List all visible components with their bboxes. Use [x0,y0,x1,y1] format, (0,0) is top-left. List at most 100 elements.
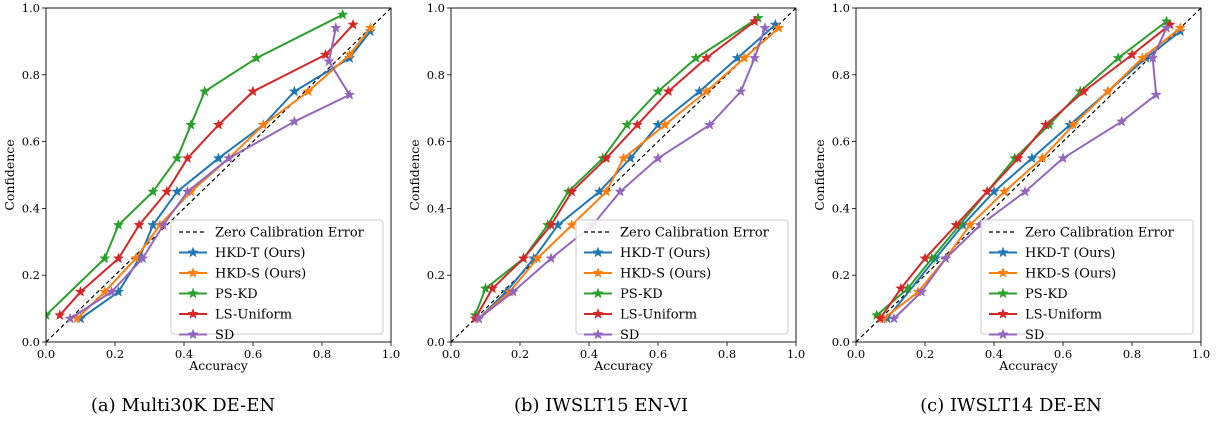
x-tick-label: 0.6 [244,347,262,361]
x-tick-label: 0.8 [313,347,331,361]
panel-caption: (a) Multi30K DE-EN [91,395,275,416]
x-tick-label: 0.0 [847,347,865,361]
data-point [1150,88,1162,100]
data-point [364,25,376,37]
data-point [1078,85,1090,97]
x-axis-label: Accuracy [998,358,1059,373]
data-point [157,219,169,230]
data-point [161,185,173,197]
series-line-2 [882,27,1181,320]
data-point [981,185,993,197]
y-tick-label: 0.6 [427,135,445,149]
y-tick-label: 0.4 [22,201,40,215]
data-point [998,185,1010,197]
data-point [288,85,301,97]
data-point [1147,52,1159,63]
data-point [1116,115,1128,127]
data-point [136,252,149,264]
data-point [915,285,928,297]
axes-frame [45,7,392,343]
data-point [1040,118,1052,130]
legend-swatch-star [997,267,1009,278]
legend-label: PS-KD [1025,287,1068,302]
series-line-2 [76,27,372,320]
y-tick-label: 0.8 [22,68,40,82]
x-tick-label: 0.2 [511,347,529,361]
legend-swatch-star [187,246,199,258]
data-point [748,52,761,63]
data-point [171,185,183,197]
data-point [748,15,761,27]
x-axis-label: Accuracy [593,358,654,373]
y-tick-label: 0.6 [22,135,40,149]
legend-label: LS-Uniform [215,308,292,323]
axes-frame [855,7,1202,343]
legend-swatch-star [592,267,604,278]
legend-swatch-star [592,287,604,299]
legend-swatch-star [187,308,199,319]
x-tick-label: 0.4 [985,347,1003,361]
legend-swatch-star [592,246,604,258]
legend-label: PS-KD [620,287,663,302]
legend-swatch-star [997,287,1009,299]
legend-box [575,219,789,335]
y-tick-label: 0.0 [22,335,40,349]
data-point [950,219,962,230]
legend-swatch-star [592,328,604,340]
data-point [735,85,747,97]
plot-area [451,8,796,342]
data-point [964,219,976,230]
data-point [46,309,52,321]
data-point [472,312,485,324]
series-line-4 [879,23,1171,320]
legend-label: LS-Uniform [1025,308,1102,323]
legend-label: HKD-T (Ours) [1025,246,1116,261]
chart-panel-1: 0.0 0.2 0.4 0.6 0.8 1.0 0.0 0.2 0.4 0.6 0.8 1.0 Accu… [2,1,400,416]
data-point [343,52,356,63]
y-tick-label: 0.4 [427,201,445,215]
data-point [64,312,76,324]
data-point [700,85,712,97]
data-point [652,85,664,97]
legend-label: HKD-T (Ours) [215,246,306,261]
y-tick-label: 0.0 [832,335,850,349]
data-point [600,185,612,197]
y-tick-label: 0.0 [427,335,445,349]
data-point [199,85,211,97]
data-point [1160,22,1173,33]
legend-reference-label: Zero Calibration Error [620,226,770,241]
zero-calibration-line [46,8,391,342]
data-point [517,252,530,264]
legend-label: SD [1025,328,1044,343]
x-tick-label: 0.2 [106,347,124,361]
series-line-5 [477,27,766,320]
y-axis-label: Confidence [2,139,17,210]
data-point [74,285,87,297]
legend-label: PS-KD [215,287,258,302]
legend-label: SD [215,328,234,343]
data-point [566,185,578,197]
x-axis-label: Accuracy [188,358,249,373]
data-point [105,285,118,297]
data-point [545,219,557,230]
data-point [323,55,335,67]
data-point [738,52,750,63]
x-tick-label: 1.0 [1192,347,1210,361]
data-point [181,185,194,197]
data-point [486,282,499,294]
x-tick-label: 0.8 [718,347,736,361]
data-point [507,285,519,297]
data-point [614,185,626,197]
data-point [257,118,269,130]
legend-reference-label: Zero Calibration Error [1025,226,1175,241]
data-point [99,252,111,264]
x-tick-label: 0.2 [916,347,934,361]
legend-swatch-star [997,308,1009,319]
legend-label: HKD-S (Ours) [1025,267,1116,282]
data-point [888,312,900,324]
data-point [1012,152,1024,164]
data-point [1057,152,1069,164]
chart-panel-3: 0.0 0.2 0.4 0.6 0.8 1.0 0.0 0.2 0.4 0.6 0.8 1.0 Accu… [812,1,1210,416]
legend-swatch-star [187,287,199,299]
legend-swatch-star [592,308,604,319]
